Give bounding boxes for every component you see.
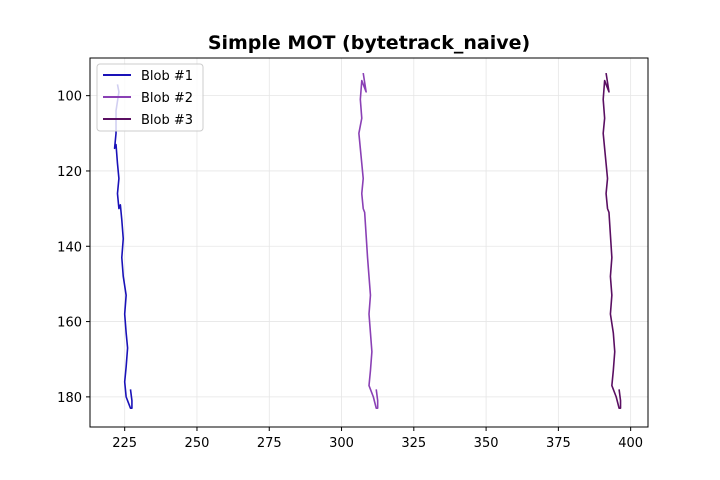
x-tick-label: 250 bbox=[185, 436, 210, 451]
x-tick-label: 400 bbox=[618, 436, 643, 451]
y-axis: 100 120 140 160 180 bbox=[57, 90, 90, 406]
series-layer bbox=[113, 72, 622, 409]
grid bbox=[90, 58, 648, 427]
x-tick-label: 225 bbox=[112, 436, 137, 451]
series-line-blob-2 bbox=[358, 72, 379, 409]
plot-frame bbox=[89, 57, 649, 428]
x-tick-label: 375 bbox=[546, 436, 571, 451]
y-tick-label: 180 bbox=[57, 391, 82, 406]
legend: Blob #1 Blob #2 Blob #3 bbox=[96, 63, 204, 132]
legend-label-blob-2: Blob #2 bbox=[141, 91, 193, 106]
x-tick-label: 275 bbox=[257, 436, 282, 451]
series-line-blob-1 bbox=[113, 84, 133, 409]
x-tick-label: 350 bbox=[474, 436, 499, 451]
legend-box bbox=[96, 63, 204, 132]
x-axis: 225 250 275 300 325 350 375 400 bbox=[112, 427, 643, 451]
y-tick-label: 140 bbox=[57, 240, 82, 255]
y-tick-label: 100 bbox=[57, 90, 82, 105]
legend-label-blob-3: Blob #3 bbox=[141, 113, 193, 128]
series-line-blob-3 bbox=[602, 72, 622, 409]
x-tick-label: 325 bbox=[401, 436, 426, 451]
chart-title: Simple MOT (bytetrack_naive) bbox=[208, 32, 530, 54]
y-tick-label: 120 bbox=[57, 165, 82, 180]
y-tick-label: 160 bbox=[57, 316, 82, 331]
legend-label-blob-1: Blob #1 bbox=[141, 69, 193, 84]
x-tick-label: 300 bbox=[329, 436, 354, 451]
